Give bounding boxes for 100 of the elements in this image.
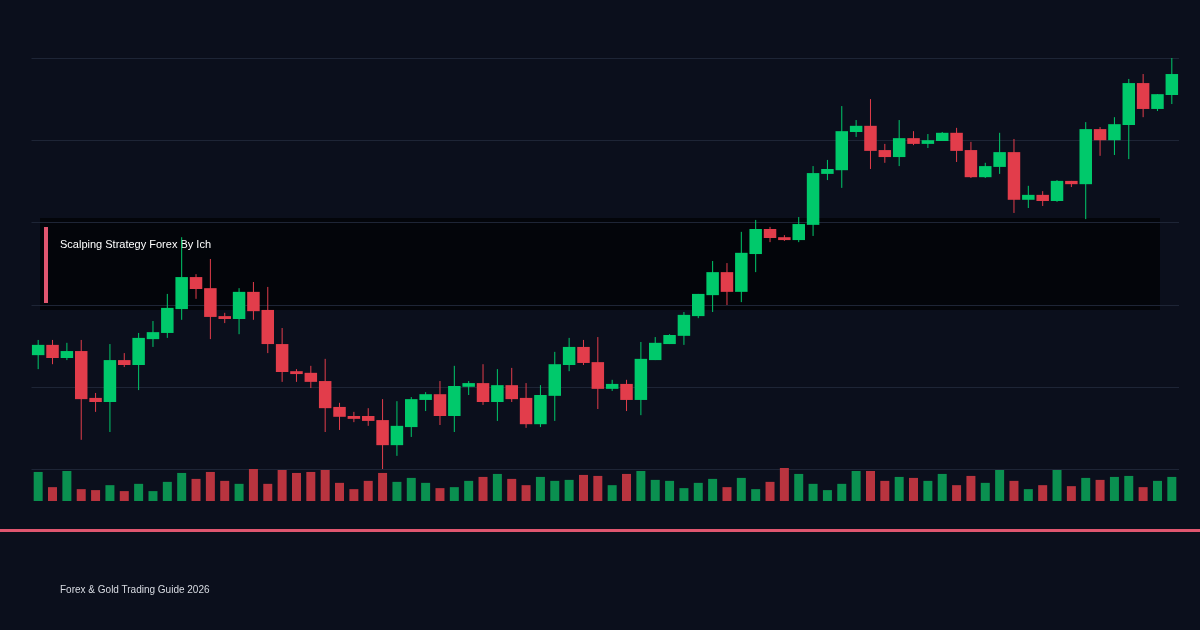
bar [119,491,129,501]
candlestick [491,368,504,422]
bar [966,475,976,501]
candlestick [677,311,691,346]
bar [220,480,230,501]
bar [464,480,474,501]
bar [148,491,158,501]
bar [435,488,445,501]
bar [1138,487,1148,501]
bar [794,473,804,501]
candlestick [247,281,260,321]
bar [564,479,574,501]
bar [177,472,187,501]
bar [822,490,832,501]
candlestick [146,320,160,348]
bar [1124,475,1134,501]
bar [335,482,345,501]
bar [751,489,761,501]
candlestick [433,380,447,426]
bar [205,471,215,501]
bar [1038,485,1048,501]
bar [162,481,172,501]
candlestick [792,216,805,243]
bar [234,483,244,501]
bar [578,474,588,501]
bar [277,469,287,501]
candlestick [89,392,102,413]
candlestick [476,363,490,406]
bar [134,483,144,501]
bar [693,482,703,501]
candlestick [505,367,518,403]
bar [765,481,775,501]
candlestick [849,119,863,138]
bar [909,477,919,501]
bar [1109,476,1119,501]
bar [306,471,316,501]
candlestick [562,337,576,372]
bar [521,485,531,501]
bar [937,473,947,501]
bar [679,488,689,501]
bar [76,489,86,501]
bar [62,470,72,501]
text: Forex & Gold Trading Guide 2026 [60,584,210,595]
bar [779,468,789,501]
bar [105,485,115,501]
bar [248,468,258,501]
bar [980,482,990,501]
bar [1023,489,1033,501]
candlestick [1050,179,1064,203]
candlestick [720,262,734,306]
bar [1152,480,1162,501]
bar [622,473,632,501]
bar [995,469,1005,501]
bar [880,480,890,501]
bar [449,487,459,501]
bar [535,476,545,501]
candlestick [46,339,59,365]
candlestick [390,400,404,457]
bar [894,476,904,501]
bar [808,483,818,501]
candlestick [304,365,318,389]
bar [48,487,58,501]
bar [736,477,746,501]
candlestick [1165,57,1179,105]
bar [349,489,359,501]
bar [722,487,732,501]
bar [363,480,373,501]
bar [320,469,330,501]
candlestick [333,402,346,431]
bar [392,481,402,501]
candlestick [620,379,633,412]
candlestick [1093,126,1107,157]
candlestick [1108,116,1121,156]
candlestick [892,119,906,167]
candlestick [921,133,935,149]
bar [406,477,416,501]
bar [378,472,388,501]
bar [1167,476,1177,501]
bar [837,483,847,501]
bar [550,480,560,501]
bar [191,478,201,501]
candlestick [347,411,361,423]
bar [708,478,718,501]
bar [291,472,301,501]
bar [865,470,875,501]
bar [650,479,660,501]
bar [507,478,517,501]
bar [1052,469,1062,501]
bar [492,473,502,501]
bar [478,476,488,501]
candlestick [189,273,203,300]
candlestick [60,342,74,361]
candlestick [878,143,892,164]
bar [91,490,101,501]
candlestick [821,159,834,181]
bar [636,470,646,501]
bar [421,482,431,501]
bar [851,470,861,501]
bar [593,475,603,501]
bar [33,471,43,501]
